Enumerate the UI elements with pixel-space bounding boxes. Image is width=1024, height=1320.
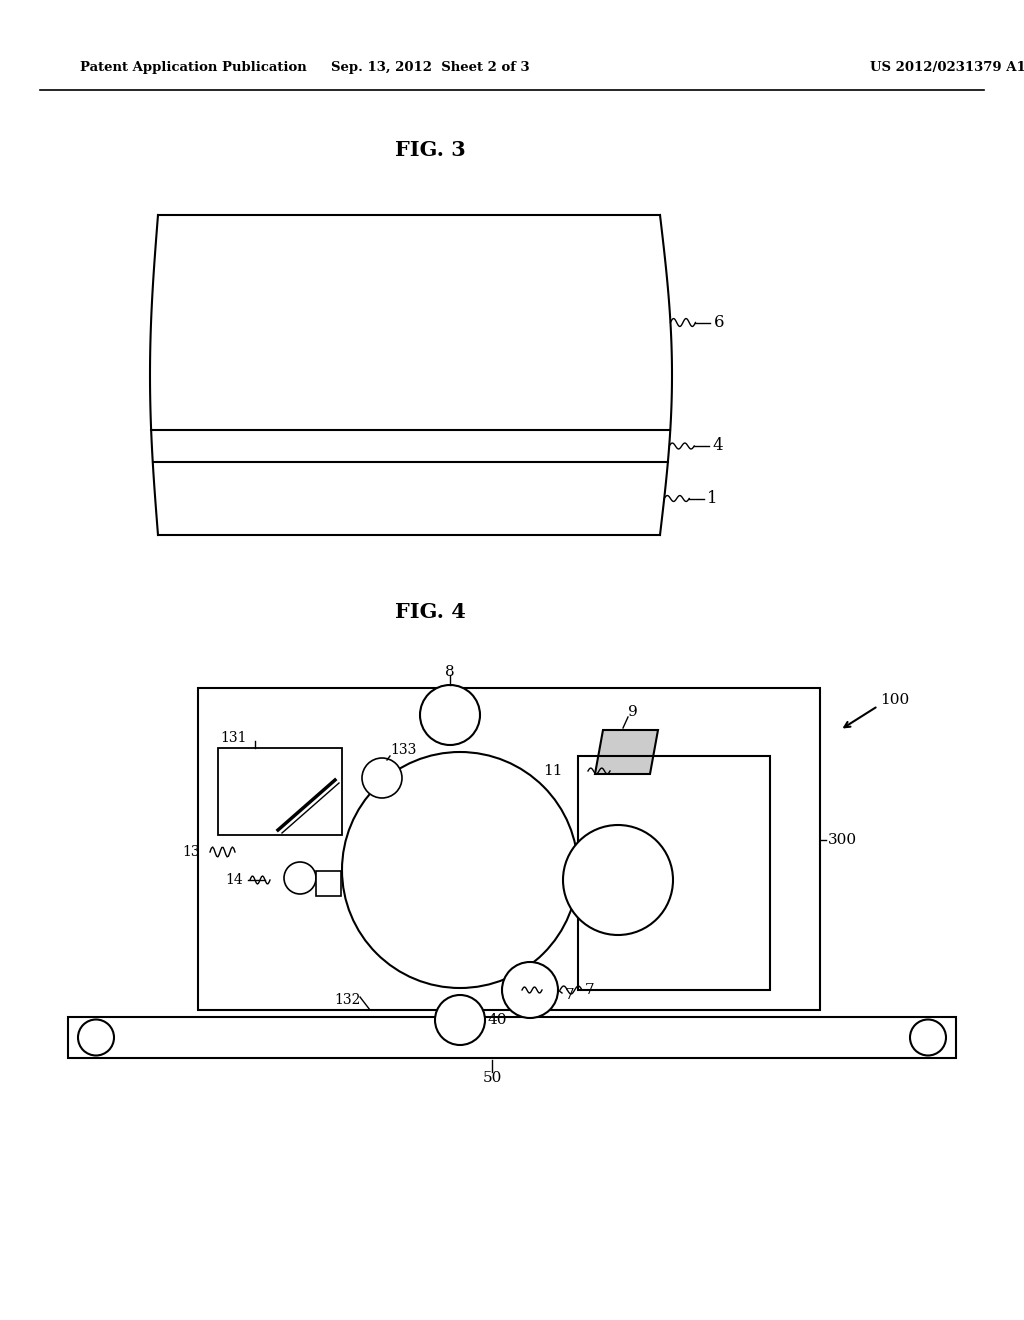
Text: 132: 132	[335, 993, 361, 1007]
Text: 14: 14	[225, 873, 243, 887]
Bar	[578, 756, 770, 990]
Circle shape	[342, 752, 578, 987]
Text: 13: 13	[182, 845, 200, 859]
Text: 50: 50	[482, 1071, 502, 1085]
Text: Patent Application Publication: Patent Application Publication	[80, 62, 307, 74]
Text: 4: 4	[713, 437, 723, 454]
Bar	[68, 1016, 956, 1059]
Text: 6: 6	[714, 314, 724, 331]
Circle shape	[420, 685, 480, 744]
Text: FIG. 4: FIG. 4	[394, 602, 466, 622]
Text: 133: 133	[390, 743, 417, 756]
Bar	[198, 688, 820, 1010]
Text: 8: 8	[445, 665, 455, 678]
Bar	[218, 748, 342, 836]
Circle shape	[435, 995, 485, 1045]
Polygon shape	[595, 730, 658, 774]
Circle shape	[284, 862, 316, 894]
Circle shape	[563, 825, 673, 935]
Text: 9: 9	[628, 705, 638, 719]
Text: 300: 300	[828, 833, 857, 847]
Circle shape	[362, 758, 402, 799]
Text: 7: 7	[585, 983, 595, 997]
Bar	[316, 871, 341, 896]
Text: 11: 11	[544, 764, 563, 777]
Text: 131: 131	[220, 731, 247, 744]
Text: 40: 40	[488, 1012, 508, 1027]
Circle shape	[502, 962, 558, 1018]
Text: 7: 7	[565, 987, 574, 1002]
Text: 1: 1	[708, 490, 718, 507]
Text: 100: 100	[880, 693, 909, 708]
Text: US 2012/0231379 A1: US 2012/0231379 A1	[870, 62, 1024, 74]
Text: Sep. 13, 2012  Sheet 2 of 3: Sep. 13, 2012 Sheet 2 of 3	[331, 62, 529, 74]
Text: FIG. 3: FIG. 3	[394, 140, 465, 160]
